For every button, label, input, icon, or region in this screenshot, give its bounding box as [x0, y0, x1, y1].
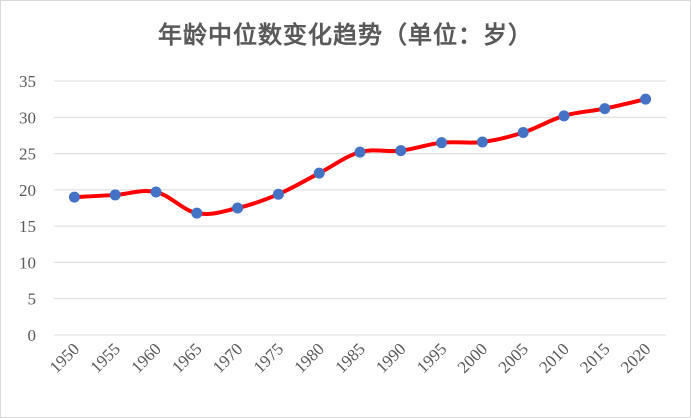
- data-point: [191, 207, 203, 219]
- data-point: [517, 127, 529, 139]
- x-tick-label: 2000: [454, 339, 491, 376]
- x-tick-label: 1965: [168, 339, 205, 376]
- x-tick-label: 1950: [46, 339, 83, 376]
- x-tick-label: 1990: [372, 339, 409, 376]
- data-point: [68, 191, 80, 203]
- chart-title: 年龄中位数变化趋势（单位：岁）: [158, 21, 533, 49]
- data-point: [272, 188, 284, 200]
- series-markers: [68, 93, 652, 219]
- data-point: [150, 186, 162, 198]
- x-tick-label: 1975: [250, 339, 287, 376]
- data-point: [599, 103, 611, 115]
- x-tick-label: 2005: [495, 339, 532, 376]
- data-point: [640, 93, 652, 105]
- data-point: [354, 146, 366, 158]
- x-tick-label: 1980: [291, 339, 328, 376]
- x-tick-label: 2015: [576, 339, 613, 376]
- gridlines: [54, 80, 666, 336]
- y-tick-label: 25: [19, 145, 36, 164]
- data-point: [395, 145, 407, 157]
- y-tick-label: 15: [19, 217, 36, 236]
- data-point: [558, 110, 570, 122]
- x-tick-label: 2010: [535, 339, 572, 376]
- data-point: [476, 136, 488, 148]
- data-point: [232, 202, 244, 214]
- y-tick-label: 20: [19, 181, 36, 200]
- x-tick-label: 1995: [413, 339, 450, 376]
- x-tick-label: 2020: [617, 339, 654, 376]
- data-point: [436, 137, 448, 149]
- y-tick-label: 0: [28, 326, 37, 345]
- y-tick-label: 35: [19, 72, 36, 91]
- x-axis-ticks: 1950 1955 1960 1965 1970 1975 1980 1985 1990 1995…: [46, 339, 655, 376]
- y-axis-ticks: 0 5 10 15 20 25 30 35: [19, 72, 36, 345]
- y-tick-label: 5: [28, 290, 37, 309]
- y-tick-label: 10: [19, 253, 36, 272]
- data-point: [109, 189, 121, 201]
- y-tick-label: 30: [19, 108, 36, 127]
- data-point: [313, 167, 325, 179]
- x-tick-label: 1970: [209, 339, 246, 376]
- x-tick-label: 1985: [331, 339, 368, 376]
- x-tick-label: 1955: [87, 339, 124, 376]
- x-tick-label: 1960: [127, 339, 164, 376]
